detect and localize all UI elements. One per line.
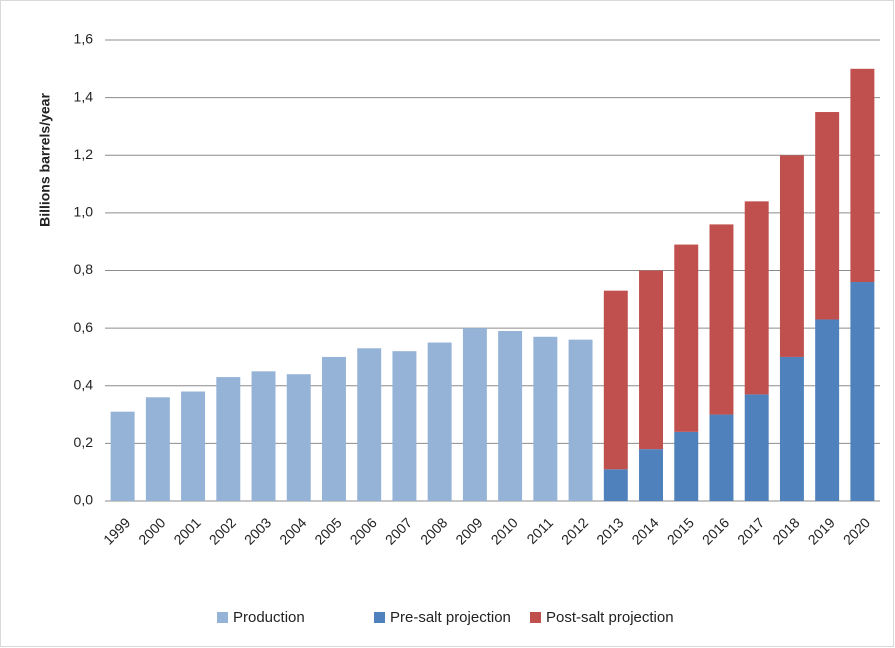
bar-segment [251,371,276,501]
bar-segment [603,290,628,470]
y-tick-label: 0,6 [74,319,94,335]
y-tick-label: 1,6 [74,31,94,47]
bar-segment [392,351,417,501]
bar-segment [286,374,311,501]
bar-segment [181,391,206,501]
bar-segment [744,394,769,501]
y-axis-title: Billions barrels/year [37,93,53,227]
bar-segment [639,449,663,501]
legend-label: Production [233,609,305,626]
y-tick-label: 0,4 [74,376,94,392]
legend-label: Post-salt projection [546,609,674,626]
bar-segment [779,356,804,501]
bar-segment [674,431,699,501]
bar-segment [815,319,840,501]
bar-segment [815,112,840,320]
legend-swatch [217,612,228,623]
bar-segment [674,244,699,432]
bar-segment [709,414,734,501]
bar-segment [498,331,523,501]
y-tick-label: 1,0 [74,204,94,220]
y-tick-label: 1,2 [74,146,94,162]
bar-segment [744,201,769,395]
bar-segment [322,356,346,501]
bar-segment [850,282,875,501]
bar-segment [709,224,734,415]
bar-segment [462,328,487,501]
bar-segment [216,377,241,501]
y-tick-label: 1,4 [74,88,94,104]
legend-label: Pre-salt projection [390,609,511,626]
bar-segment [639,270,663,450]
bar-segment [850,68,875,283]
bar-segment [568,339,593,501]
bar-segment [145,397,170,501]
legend-swatch [374,612,385,623]
y-tick-label: 0,0 [74,492,94,508]
bar-segment [779,155,804,357]
bar-segment [357,348,382,501]
bar-segment [533,336,558,501]
y-tick-label: 0,2 [74,434,94,450]
y-tick-label: 0,8 [74,261,94,277]
bar-segment [603,469,628,501]
bar-segment [427,342,452,501]
legend-swatch [530,612,541,623]
bar-segment [110,411,135,501]
